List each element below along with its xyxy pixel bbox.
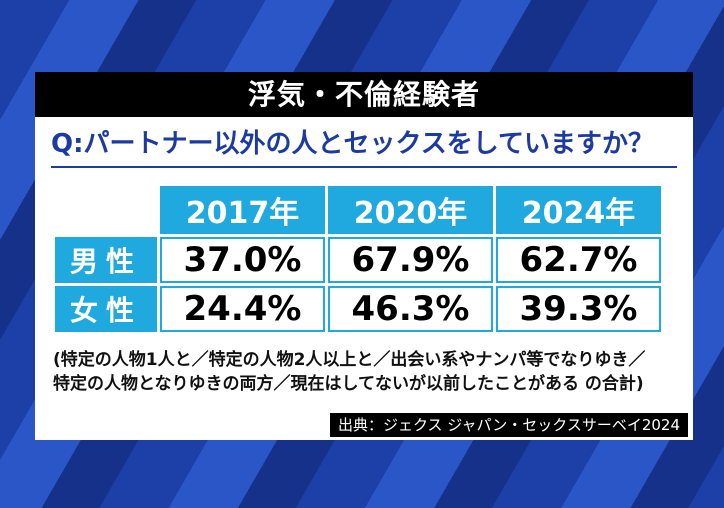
value-cell: 24.4% (160, 286, 325, 332)
row-label: 女性 (55, 286, 157, 332)
column-header: 2020年 (328, 186, 493, 234)
footnote-line: 特定の人物となりゆきの両方／現在はしてないが以前したことがある の合計) (53, 374, 644, 394)
row-label: 男性 (55, 237, 157, 283)
footnote-line: (特定の人物1人と／特定の人物2人以上と／出会い系やナンパ等でなりゆき／ (53, 350, 646, 370)
column-header: 2024年 (496, 186, 661, 234)
panel-title: 浮気・不倫経験者 (35, 72, 693, 117)
value-cell: 46.3% (328, 286, 493, 332)
value-cell: 62.7% (496, 237, 661, 283)
value-cell: 37.0% (160, 237, 325, 283)
corner-cell (55, 186, 157, 234)
value-cell: 39.3% (496, 286, 661, 332)
value-cell: 67.9% (328, 237, 493, 283)
question-text: Q:パートナー以外の人とセックスをしていますか？ (51, 124, 677, 168)
table-row: 男性 37.0% 67.9% 62.7% (55, 237, 661, 283)
footnote: (特定の人物1人と／特定の人物2人以上と／出会い系やナンパ等でなりゆき／ 特定の… (53, 348, 683, 396)
source-label: 出典：ジェクス ジャパン・セックスサーベイ2024 (329, 413, 688, 437)
data-table: 2017年 2020年 2024年 男性 37.0% 67.9% 62.7% 女… (52, 183, 664, 335)
header-row: 2017年 2020年 2024年 (55, 186, 661, 234)
column-header: 2017年 (160, 186, 325, 234)
info-panel: 浮気・不倫経験者 Q:パートナー以外の人とセックスをしていますか？ 2017年 … (35, 72, 693, 440)
table-row: 女性 24.4% 46.3% 39.3% (55, 286, 661, 332)
